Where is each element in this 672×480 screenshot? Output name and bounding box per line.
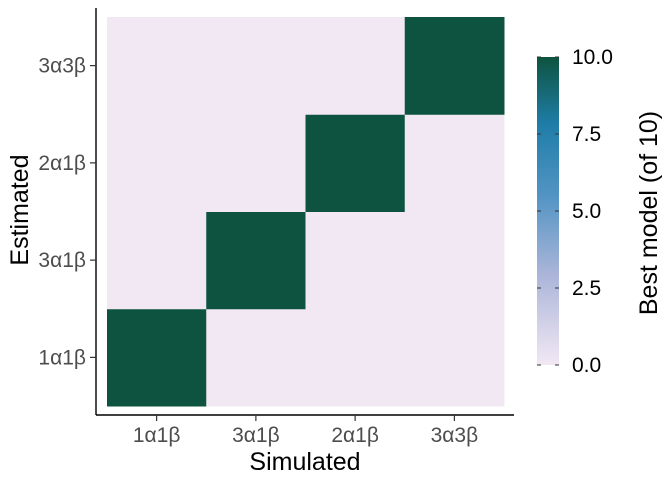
x-tick-label: 3α1β xyxy=(232,424,280,447)
x-axis-ticks: 1α1β 3α1β 2α1β 3α3β xyxy=(133,415,478,447)
heatmap-cell xyxy=(107,17,207,115)
x-tick-label: 1α1β xyxy=(133,424,181,447)
y-tick-label: 3α3β xyxy=(38,55,86,78)
colorbar-tick-label: 5.0 xyxy=(572,200,601,223)
x-axis-title: Simulated xyxy=(249,448,360,476)
heatmap-cells xyxy=(107,17,505,407)
y-tick-label: 2α1β xyxy=(38,152,86,175)
colorbar-ticks: 0.0 2.5 5.0 7.5 10.0 xyxy=(537,46,613,377)
heatmap-cell xyxy=(404,17,505,115)
heatmap-cell xyxy=(404,211,505,310)
heatmap-cell xyxy=(206,17,306,115)
colorbar-tick-label: 2.5 xyxy=(572,277,601,300)
heatmap-cell xyxy=(305,114,406,212)
heatmap-cell xyxy=(404,114,505,212)
y-axis-ticks: 1α1β 3α1β 2α1β 3α3β xyxy=(38,55,96,369)
y-tick-label: 3α1β xyxy=(38,249,86,272)
colorbar-tick-label: 10.0 xyxy=(572,46,613,69)
colorbar-tick-label: 0.0 xyxy=(572,354,601,377)
heatmap-cell xyxy=(206,114,306,212)
heatmap-cell xyxy=(107,211,207,310)
heatmap-cell xyxy=(404,308,505,407)
colorbar xyxy=(537,57,559,365)
heatmap-cell xyxy=(305,17,406,115)
heatmap-cell xyxy=(305,308,406,407)
y-tick-label: 1α1β xyxy=(38,346,86,369)
heatmap-cell xyxy=(206,211,306,310)
x-tick-label: 3α3β xyxy=(431,424,479,447)
x-tick-label: 2α1β xyxy=(331,424,379,447)
colorbar-tick-label: 7.5 xyxy=(572,123,601,146)
heatmap-cell xyxy=(305,211,406,310)
heatmap-cell xyxy=(107,308,207,407)
y-axis-title: Estimated xyxy=(6,154,34,265)
heatmap-cell xyxy=(206,308,306,407)
heatmap-cell xyxy=(107,114,207,212)
legend-title: Best model (of 10) xyxy=(635,111,663,315)
